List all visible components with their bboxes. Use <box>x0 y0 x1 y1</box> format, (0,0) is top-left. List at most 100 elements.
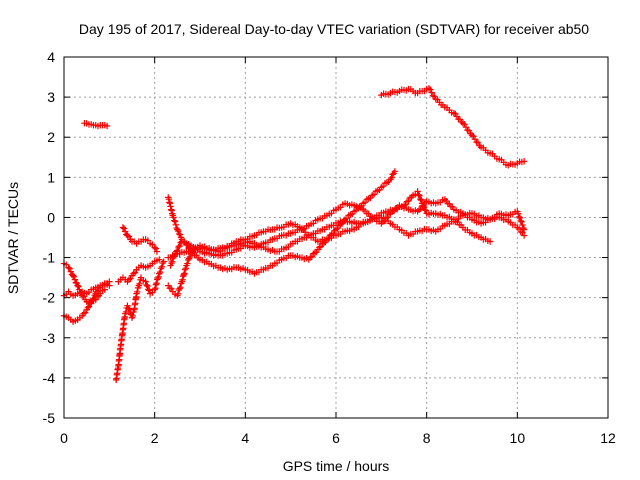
point-s9-80 <box>308 253 316 260</box>
point-s11-168 <box>514 210 522 217</box>
point-s5-30 <box>122 308 130 316</box>
point-s11-169 <box>515 213 523 221</box>
point-s6-9 <box>131 269 139 276</box>
point-s8-21 <box>185 255 193 262</box>
point-s12-24 <box>429 92 437 99</box>
point-s8-16 <box>181 266 189 273</box>
point-s11-1 <box>168 259 175 267</box>
point-s9-12 <box>172 221 180 228</box>
point-s2-17 <box>80 293 87 300</box>
point-s5-51 <box>136 280 143 288</box>
point-s12-44 <box>464 126 471 134</box>
y-tick-label-5: 0 <box>47 209 55 225</box>
point-s6-5 <box>125 276 133 283</box>
point-s5-64 <box>152 281 160 288</box>
point-s2-12 <box>75 283 82 290</box>
point-s9-79 <box>307 254 314 261</box>
point-s8-91 <box>332 226 340 233</box>
point-s12-21 <box>425 85 433 92</box>
point-s11-103 <box>382 214 390 222</box>
x-axis-label: GPS time / hours <box>283 458 390 474</box>
point-s2-11 <box>74 282 81 289</box>
point-s12-45 <box>465 127 473 134</box>
y-tick-label-0: -5 <box>43 410 56 426</box>
x-tick-label-2: 4 <box>241 430 249 446</box>
point-s9-15 <box>175 227 182 235</box>
point-s5-71 <box>157 265 165 272</box>
point-s11-173 <box>519 221 526 229</box>
point-s2-7 <box>70 273 78 280</box>
point-s8-19 <box>184 260 191 267</box>
point-s8-13 <box>179 272 187 280</box>
point-s12-72 <box>520 158 528 165</box>
point-s8-17 <box>182 265 189 272</box>
point-s10-106 <box>403 198 411 205</box>
point-s2-28 <box>101 286 108 293</box>
point-s5-48 <box>134 288 141 296</box>
x-tick-label-3: 6 <box>332 430 340 446</box>
y-tick-label-8: 3 <box>47 89 55 105</box>
point-s8-92 <box>334 225 341 232</box>
point-s12-47 <box>468 132 476 139</box>
point-s2-2 <box>65 264 72 271</box>
point-s9-82 <box>311 249 319 257</box>
y-axis-label: SDTVAR / TECUs <box>5 182 21 294</box>
point-s7-2 <box>122 228 129 235</box>
point-s12-50 <box>473 138 480 146</box>
point-s9-9 <box>170 214 177 221</box>
y-tick-label-7: 2 <box>47 129 55 145</box>
point-s6-6 <box>127 275 134 282</box>
y-tick-label-4: -1 <box>43 250 56 266</box>
point-s12-41 <box>459 119 467 127</box>
point-s11-123 <box>420 201 427 209</box>
point-s5-68 <box>155 273 162 280</box>
point-s12-35 <box>450 109 458 117</box>
point-s6-20 <box>156 256 163 263</box>
point-s5-58 <box>145 286 152 293</box>
point-s5-38 <box>129 312 136 320</box>
point-s8-6 <box>174 290 182 297</box>
point-s10-116 <box>418 196 425 204</box>
x-tick-labels: 0 2 4 6 8 10 12 <box>60 430 616 446</box>
series-s5 <box>112 258 167 384</box>
point-s9-88 <box>320 239 328 247</box>
point-s10-113 <box>415 191 422 198</box>
y-tick-label-9: 4 <box>47 49 55 65</box>
point-s11-9 <box>176 242 183 250</box>
x-tick-label-0: 0 <box>60 430 68 446</box>
y-tick-labels: -5 -4 -3 -2 -1 0 1 2 3 4 <box>43 49 56 426</box>
point-s5-63 <box>152 285 159 292</box>
point-s2-23 <box>92 296 99 303</box>
point-s1-9 <box>80 310 87 317</box>
point-s11-8 <box>175 243 182 251</box>
point-s2-8 <box>71 276 79 283</box>
point-s1-10 <box>81 309 89 316</box>
y-tick-label-6: 1 <box>47 169 55 185</box>
point-s5-62 <box>151 286 158 293</box>
y-tick-label-2: -3 <box>43 330 56 346</box>
point-s5-73 <box>159 259 167 267</box>
y-tick-label-1: -4 <box>43 370 56 386</box>
point-s10-114 <box>416 192 423 199</box>
x-tick-label-6: 12 <box>600 430 616 446</box>
point-s8-22 <box>186 253 194 261</box>
point-s8-123 <box>388 174 395 181</box>
point-s10-151 <box>486 238 494 245</box>
point-s3-20 <box>106 278 113 285</box>
point-s9-86 <box>317 243 325 250</box>
point-s10-121 <box>422 207 429 214</box>
point-s5-57 <box>144 282 151 290</box>
point-s8-7 <box>175 286 183 294</box>
point-s12-43 <box>462 123 470 131</box>
point-s11-102 <box>381 217 388 225</box>
point-s7-19 <box>153 248 161 255</box>
point-s6-8 <box>130 270 137 277</box>
point-s7-17 <box>151 244 158 251</box>
point-s7-18 <box>152 245 159 252</box>
point-s11-101 <box>379 218 387 225</box>
point-s11-4 <box>170 253 178 260</box>
point-s5-70 <box>156 268 164 276</box>
point-s11-175 <box>520 226 528 233</box>
point-s8-8 <box>176 285 183 292</box>
point-s11-172 <box>518 218 525 226</box>
